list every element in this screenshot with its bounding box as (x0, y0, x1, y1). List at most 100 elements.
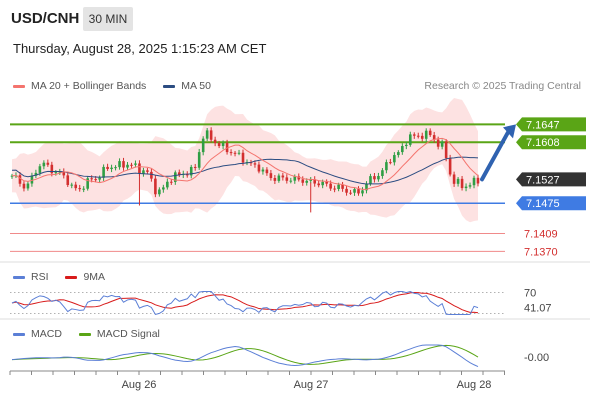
legend-macd-signal-swatch (78, 332, 91, 336)
candle-body (66, 175, 70, 186)
rsi-axis-label: 70 (524, 288, 536, 300)
candle-body (237, 152, 241, 154)
candle-body (373, 176, 376, 180)
candle-body (110, 167, 113, 169)
price-legend: MA 20 + Bollinger Bands MA 50 (13, 80, 225, 92)
candle-body (22, 183, 26, 189)
symbol-title: USD/CNH (11, 10, 80, 27)
candle-body (62, 171, 66, 176)
legend-bollinger: MA 20 + Bollinger Bands (13, 80, 146, 92)
candle-body (365, 183, 368, 191)
macd-signal-line (11, 344, 479, 365)
candle-body (154, 178, 157, 195)
candle-body (444, 141, 448, 159)
candle-body (440, 141, 444, 147)
forecast-arrow-head (503, 124, 516, 139)
candle-body (142, 170, 145, 174)
candle-body (353, 189, 356, 193)
candle-body (385, 162, 388, 171)
candle-body (18, 175, 22, 184)
legend-bollinger-swatch (13, 84, 25, 88)
price-tag-support (516, 196, 586, 211)
candle-body (448, 158, 452, 175)
candle-body (34, 172, 38, 176)
x-tick-label: Aug 26 (122, 379, 157, 391)
candle-body (90, 178, 93, 180)
rsi-legend: RSI 9MA (13, 271, 119, 283)
candle-body (114, 167, 117, 169)
candle-body (293, 176, 297, 181)
candle-body (452, 174, 456, 184)
candle-body (130, 164, 133, 166)
candle-body (233, 152, 237, 154)
candle-body (432, 135, 436, 140)
candle-body (70, 184, 74, 186)
candle-body (122, 161, 125, 168)
candle-body (221, 143, 225, 147)
candle-body (30, 175, 34, 184)
candle-body (305, 180, 309, 183)
candle-body (269, 173, 273, 178)
x-tick-label: Aug 27 (294, 379, 329, 391)
candle-body (177, 172, 181, 175)
price-tag-resistance (516, 117, 586, 132)
candle-body (341, 184, 344, 189)
legend-ma50-label: MA 50 (181, 80, 211, 92)
candle-body (50, 164, 54, 174)
candle-body (213, 139, 217, 144)
candle-body (357, 189, 360, 194)
candle-body (253, 163, 257, 165)
candle-body (456, 178, 460, 184)
price-tag-label: 7.1475 (526, 198, 560, 210)
candle-body (301, 179, 305, 183)
candle-body (472, 177, 476, 186)
candle-body (209, 130, 213, 140)
candle-body (321, 181, 324, 186)
candle-body (78, 188, 82, 190)
candle-body (158, 189, 161, 195)
candle-body (217, 143, 221, 147)
legend-rsi-ma-label: 9MA (83, 271, 106, 283)
candle-body (58, 171, 62, 173)
candle-body (162, 187, 165, 190)
candle-body (285, 177, 289, 181)
candle-body (317, 183, 320, 186)
candle-body (424, 130, 428, 139)
candle-body (134, 163, 137, 165)
candle-body (416, 135, 420, 137)
candle-body (313, 179, 317, 184)
legend-macd: MACD (13, 328, 62, 340)
candle-body (377, 175, 380, 180)
legend-rsi-label: RSI (31, 271, 49, 283)
candle-body (261, 169, 265, 172)
candle-body (26, 183, 30, 189)
candle-body (401, 146, 404, 153)
candle-body (126, 164, 129, 168)
candle-body (98, 177, 101, 180)
research-credit: Research © 2025 Trading Central (424, 80, 581, 92)
price-level-label: 7.1370 (524, 246, 558, 258)
candle-body (10, 175, 14, 177)
x-tick-label: Aug 28 (457, 379, 492, 391)
candle-body (106, 166, 109, 169)
forecast-arrow-shaft (480, 130, 510, 182)
candle-body (166, 181, 169, 188)
timeframe-badge[interactable]: 30 MIN (83, 7, 133, 31)
macd-last-value: -0.00 (524, 352, 549, 364)
candle-body (369, 176, 372, 184)
candle-body (464, 186, 468, 189)
candle-body (150, 171, 153, 179)
legend-ma50: MA 50 (163, 80, 211, 92)
candle-body (349, 192, 352, 194)
candle-body (428, 130, 432, 136)
candle-body (241, 152, 245, 163)
candle-body (345, 188, 348, 193)
candle-body (329, 183, 332, 189)
candle-body (325, 181, 328, 184)
price-tag-label: 7.1527 (526, 174, 560, 186)
legend-macd-signal-label: MACD Signal (96, 328, 160, 340)
legend-macd-swatch (13, 332, 25, 336)
legend-rsi-ma: 9MA (65, 271, 105, 283)
rsi-last-value: 41.07 (524, 303, 552, 315)
